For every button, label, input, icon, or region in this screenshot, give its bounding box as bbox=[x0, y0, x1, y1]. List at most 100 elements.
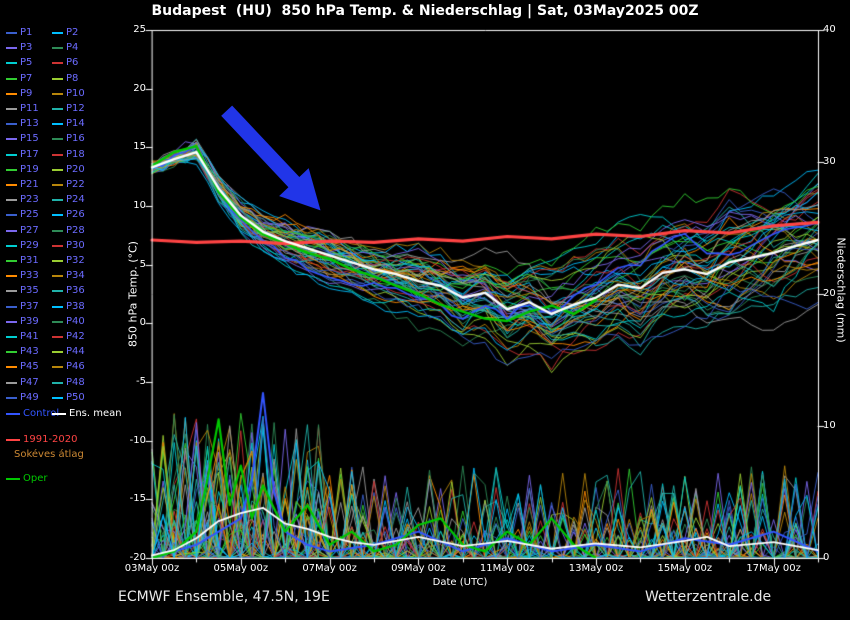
x-axis-label-date: Date (UTC) bbox=[432, 577, 488, 588]
legend-member-label: P20 bbox=[66, 163, 85, 175]
legend-climate-sublabel: Sokéves átlag bbox=[14, 449, 84, 460]
legend-member-label: P33 bbox=[20, 270, 39, 282]
y-left-tick-label: -5 bbox=[136, 376, 146, 387]
x-tick-label: 07May 00z bbox=[302, 563, 357, 574]
y-right-tick-label: 10 bbox=[823, 420, 836, 431]
legend-item-p5: P5 bbox=[6, 56, 32, 70]
legend-member-label: P28 bbox=[66, 224, 85, 236]
legend-item-p38: P38 bbox=[52, 300, 85, 314]
legend-item-p28: P28 bbox=[52, 224, 85, 238]
y-left-tick-label: 5 bbox=[139, 258, 146, 270]
legend-item-p33: P33 bbox=[6, 269, 39, 283]
legend-color-dash bbox=[52, 108, 63, 110]
legend-color-dash bbox=[52, 305, 63, 308]
legend-climate-label: 1991-2020 bbox=[23, 434, 78, 445]
y-axis-label-temperature: 850 hPa Temp. (°C) bbox=[126, 241, 140, 347]
legend: P1 P2 P3 P4 P5 P6 P7 P8 P9 P10 P11 P12 P13 P14 P15 P16 P… bbox=[0, 0, 150, 500]
legend-item-climate: 1991-2020 bbox=[6, 434, 78, 446]
legend-color-dash bbox=[52, 92, 63, 95]
legend-color-dash bbox=[6, 92, 17, 95]
legend-color-dash bbox=[6, 336, 17, 338]
legend-item-p48: P48 bbox=[52, 376, 85, 390]
legend-color-dash bbox=[6, 199, 17, 202]
y-right-tick-label: 40 bbox=[823, 24, 836, 35]
legend-member-label: P49 bbox=[20, 391, 39, 403]
ens-mean-color-dash bbox=[52, 413, 66, 415]
legend-member-label: P17 bbox=[20, 148, 39, 160]
x-tick-label: 11May 00z bbox=[479, 563, 535, 574]
legend-member-label: P1 bbox=[20, 27, 33, 38]
legend-member-label: P27 bbox=[20, 224, 39, 236]
legend-color-dash bbox=[52, 47, 63, 50]
y-right-tick-label: 30 bbox=[823, 156, 836, 167]
legend-item-p19: P19 bbox=[6, 163, 39, 177]
legend-item-p17: P17 bbox=[6, 148, 39, 162]
legend-item-p32: P32 bbox=[52, 254, 85, 268]
legend-ens-mean-label: Ens. mean bbox=[69, 408, 122, 419]
legend-color-dash bbox=[52, 320, 63, 323]
legend-member-label: P36 bbox=[66, 285, 85, 297]
legend-control-label: Control bbox=[23, 408, 60, 419]
legend-item-p4: P4 bbox=[52, 41, 78, 55]
legend-item-p44: P44 bbox=[52, 345, 85, 359]
legend-item-p34: P34 bbox=[52, 269, 85, 283]
legend-color-dash bbox=[52, 32, 63, 34]
legend-color-dash bbox=[6, 77, 17, 80]
legend-item-p43: P43 bbox=[6, 345, 39, 359]
legend-member-label: P3 bbox=[20, 42, 33, 54]
legend-color-dash bbox=[6, 351, 17, 354]
legend-member-label: P43 bbox=[20, 346, 39, 358]
control-color-dash bbox=[6, 413, 20, 415]
legend-item-oper: Oper bbox=[6, 473, 47, 485]
legend-color-dash bbox=[6, 381, 17, 384]
legend-color-dash bbox=[52, 214, 63, 217]
legend-color-dash bbox=[6, 123, 17, 126]
legend-item-climate-sublabel: Sokéves átlag bbox=[14, 449, 84, 461]
legend-color-dash bbox=[52, 168, 63, 171]
x-tick-label: 15May 00z bbox=[657, 563, 713, 574]
legend-color-dash bbox=[6, 305, 17, 308]
legend-item-p42: P42 bbox=[52, 330, 85, 344]
legend-color-dash bbox=[52, 62, 63, 65]
legend-color-dash bbox=[52, 229, 63, 232]
legend-item-p40: P40 bbox=[52, 315, 85, 329]
legend-member-label: P9 bbox=[20, 87, 33, 99]
legend-member-label: P6 bbox=[66, 57, 79, 69]
legend-color-dash bbox=[6, 260, 17, 262]
legend-member-label: P35 bbox=[20, 285, 39, 297]
legend-color-dash bbox=[52, 184, 63, 186]
legend-item-p26: P26 bbox=[52, 208, 85, 222]
legend-member-label: P23 bbox=[20, 194, 39, 206]
legend-color-dash bbox=[52, 153, 63, 156]
legend-color-dash bbox=[6, 229, 17, 232]
legend-member-label: P46 bbox=[66, 361, 85, 373]
legend-members: P1 P2 P3 P4 P5 P6 P7 P8 P9 P10 P11 P12 P13 P14 P15 P16 P… bbox=[4, 26, 114, 411]
legend-member-label: P39 bbox=[20, 315, 39, 327]
legend-member-label: P4 bbox=[66, 42, 79, 54]
legend-member-label: P18 bbox=[66, 148, 85, 160]
legend-item-p39: P39 bbox=[6, 315, 39, 329]
legend-member-label: P31 bbox=[20, 255, 39, 266]
x-tick-label: 09May 00z bbox=[391, 563, 446, 574]
x-tick-label: 17May 00z bbox=[746, 563, 801, 574]
legend-item-p37: P37 bbox=[6, 300, 39, 314]
legend-color-dash bbox=[6, 47, 17, 50]
legend-item-p9: P9 bbox=[6, 87, 32, 101]
legend-item-p49: P49 bbox=[6, 391, 39, 405]
legend-member-label: P48 bbox=[66, 376, 85, 388]
legend-item-p21: P21 bbox=[6, 178, 39, 192]
legend-item-p1: P1 bbox=[6, 26, 32, 40]
legend-member-label: P29 bbox=[20, 239, 39, 251]
legend-member-label: P7 bbox=[20, 72, 33, 84]
legend-member-label: P32 bbox=[66, 255, 85, 266]
legend-item-p15: P15 bbox=[6, 132, 39, 146]
legend-member-label: P41 bbox=[20, 331, 39, 342]
footer-site-credit: Wetterzentrale.de bbox=[645, 589, 772, 605]
legend-color-dash bbox=[52, 366, 63, 369]
legend-member-label: P21 bbox=[20, 179, 39, 190]
legend-item-p22: P22 bbox=[52, 178, 85, 192]
legend-member-label: P15 bbox=[20, 133, 39, 145]
legend-oper-label: Oper bbox=[23, 473, 48, 484]
legend-color-dash bbox=[6, 184, 17, 186]
